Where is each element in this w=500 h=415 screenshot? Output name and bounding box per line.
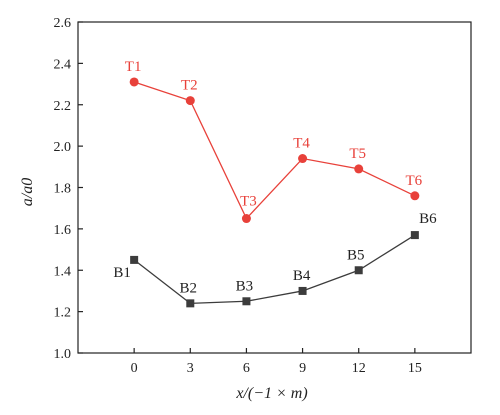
data-point: [242, 297, 251, 306]
data-label: B5: [347, 247, 365, 263]
y-tick-label: 1.0: [54, 347, 72, 362]
data-label: T5: [349, 146, 366, 162]
y-tick-label: 1.6: [54, 223, 72, 238]
data-label: B2: [180, 280, 198, 296]
series-1: B1 B2 B3 B4 B5 B6: [113, 211, 437, 308]
data-point: [354, 164, 364, 174]
x-tick-label: 6: [243, 361, 250, 376]
x-tick-label: 15: [408, 361, 422, 376]
data-label: B3: [236, 278, 254, 294]
x-tick-label: 3: [187, 361, 194, 376]
data-point: [129, 77, 139, 87]
data-point: [410, 191, 420, 201]
data-point: [298, 286, 307, 295]
x-tick-label: 12: [352, 361, 366, 376]
y-tick-label: 2.4: [54, 57, 72, 72]
data-label: T3: [240, 194, 257, 210]
y-tick-label: 2.6: [54, 16, 72, 31]
y-tick-label: 2.0: [54, 140, 72, 155]
data-label: T2: [181, 78, 198, 94]
data-label: T4: [293, 136, 310, 152]
y-tick-label: 1.2: [54, 306, 72, 321]
data-point: [298, 154, 308, 164]
y-axis-label: a/a0: [19, 178, 36, 206]
y-tick-label: 1.8: [54, 182, 72, 197]
series-0: T1 T2 T3 T4 T5 T6: [125, 59, 423, 224]
data-label: B1: [113, 265, 131, 281]
y-tick-label: 1.4: [54, 264, 72, 279]
series-line: [133, 81, 416, 220]
series-line: [133, 234, 416, 305]
data-point: [185, 96, 195, 106]
x-tick-label: 9: [299, 361, 306, 376]
data-point: [354, 266, 363, 275]
data-label: B6: [419, 211, 437, 227]
x-tick-label: 0: [131, 361, 138, 376]
data-label: B4: [293, 268, 311, 284]
data-label: T1: [125, 59, 142, 75]
data-point: [241, 214, 251, 224]
data-label: T6: [406, 173, 423, 189]
x-axis-label: x/(−1 × m): [235, 385, 307, 402]
data-point: [410, 231, 419, 240]
data-point: [186, 299, 195, 308]
y-tick-label: 2.2: [54, 99, 72, 114]
data-point: [130, 255, 139, 264]
